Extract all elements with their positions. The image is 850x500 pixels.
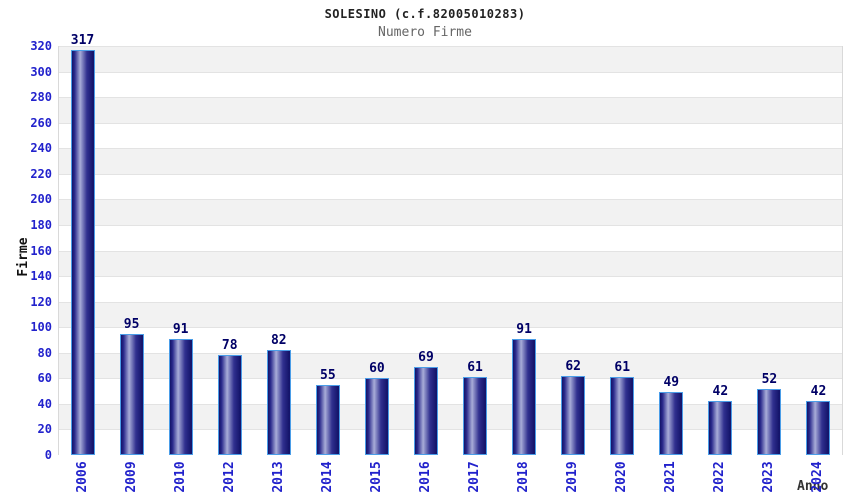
- grid-band: [59, 97, 842, 123]
- x-tick-label: 2009: [123, 461, 139, 493]
- x-tick-label: 2021: [663, 461, 679, 493]
- y-tick-label: 100: [30, 320, 52, 335]
- grid-band: [59, 148, 842, 174]
- y-tick-label: 300: [30, 64, 52, 79]
- grid-band: [59, 199, 842, 225]
- x-tick-label: 2017: [467, 461, 483, 493]
- bar-value-label: 82: [270, 333, 287, 349]
- grid-band: [59, 46, 842, 72]
- bar-value-label: 61: [614, 360, 631, 376]
- grid-band: [59, 301, 842, 328]
- bar-value-label: 317: [70, 32, 95, 48]
- y-tick-label: 260: [30, 115, 52, 130]
- x-tick-label: 2014: [319, 461, 335, 493]
- x-tick-label: 2020: [614, 461, 630, 493]
- x-tick-label: 2022: [712, 461, 728, 493]
- x-tick-label: 2019: [565, 461, 581, 493]
- grid-band: [59, 71, 842, 98]
- grid-band: [59, 224, 842, 251]
- x-tick-label: 2015: [368, 461, 384, 493]
- bar: [561, 375, 586, 455]
- bar-value-label: 42: [712, 384, 729, 400]
- bar: [364, 378, 389, 455]
- bar-value-label: 61: [467, 360, 483, 376]
- bar-value-label: 42: [810, 384, 827, 400]
- x-tick-label: 2016: [417, 461, 433, 493]
- bar-value-label: 52: [761, 371, 778, 387]
- x-tick-label: 2006: [74, 461, 90, 493]
- bar: [119, 333, 144, 455]
- chart-subtitle: Numero Firme: [378, 25, 472, 40]
- bar: [413, 366, 438, 455]
- bar: [806, 401, 831, 455]
- bar: [463, 377, 488, 455]
- bar: [757, 388, 782, 455]
- x-tick-label: 2023: [761, 461, 777, 493]
- bar-value-label: 78: [221, 338, 238, 354]
- plot-area: [58, 46, 843, 455]
- bar: [512, 338, 537, 455]
- bar-value-label: 91: [516, 321, 532, 337]
- y-tick-label: 220: [30, 166, 52, 181]
- y-tick-label: 0: [44, 448, 52, 462]
- bar-value-label: 69: [418, 349, 434, 365]
- bar: [266, 350, 291, 455]
- y-tick-label: 120: [30, 294, 52, 309]
- bar: [610, 377, 635, 455]
- grid-band: [59, 250, 842, 277]
- x-tick-label: 2024: [810, 461, 826, 493]
- y-tick-label: 60: [37, 371, 52, 386]
- bar: [659, 392, 684, 455]
- bar: [70, 49, 95, 455]
- y-tick-label: 180: [30, 217, 52, 232]
- y-tick-label: 40: [37, 396, 52, 411]
- grid-band: [59, 276, 842, 302]
- grid-band: [59, 122, 842, 149]
- y-tick-label: 80: [37, 345, 52, 360]
- x-tick-label: 2010: [172, 461, 188, 493]
- bar-value-label: 55: [320, 367, 336, 383]
- x-axis-title: Anno: [797, 479, 829, 494]
- bar-value-label: 62: [565, 358, 581, 374]
- bar-value-label: 95: [123, 316, 140, 332]
- x-tick-label: 2018: [516, 461, 532, 493]
- y-tick-label: 200: [30, 192, 52, 207]
- x-tick-label: 2013: [270, 461, 286, 493]
- y-tick-label: 280: [30, 90, 52, 105]
- y-tick-label: 140: [30, 269, 52, 284]
- bar-value-label: 49: [663, 375, 680, 391]
- bar-value-label: 60: [369, 361, 385, 377]
- grid-band: [59, 173, 842, 200]
- x-tick-label: 2012: [221, 461, 237, 493]
- y-tick-label: 160: [30, 243, 52, 258]
- chart-title: SOLESINO (c.f.82005010283): [324, 7, 526, 21]
- y-tick-label: 320: [30, 39, 52, 53]
- bar: [217, 355, 242, 455]
- bar: [315, 384, 340, 455]
- bar: [168, 338, 193, 455]
- y-tick-label: 240: [30, 141, 52, 156]
- bar: [708, 401, 733, 455]
- y-tick-label: 20: [37, 422, 52, 437]
- bar-value-label: 91: [172, 321, 189, 337]
